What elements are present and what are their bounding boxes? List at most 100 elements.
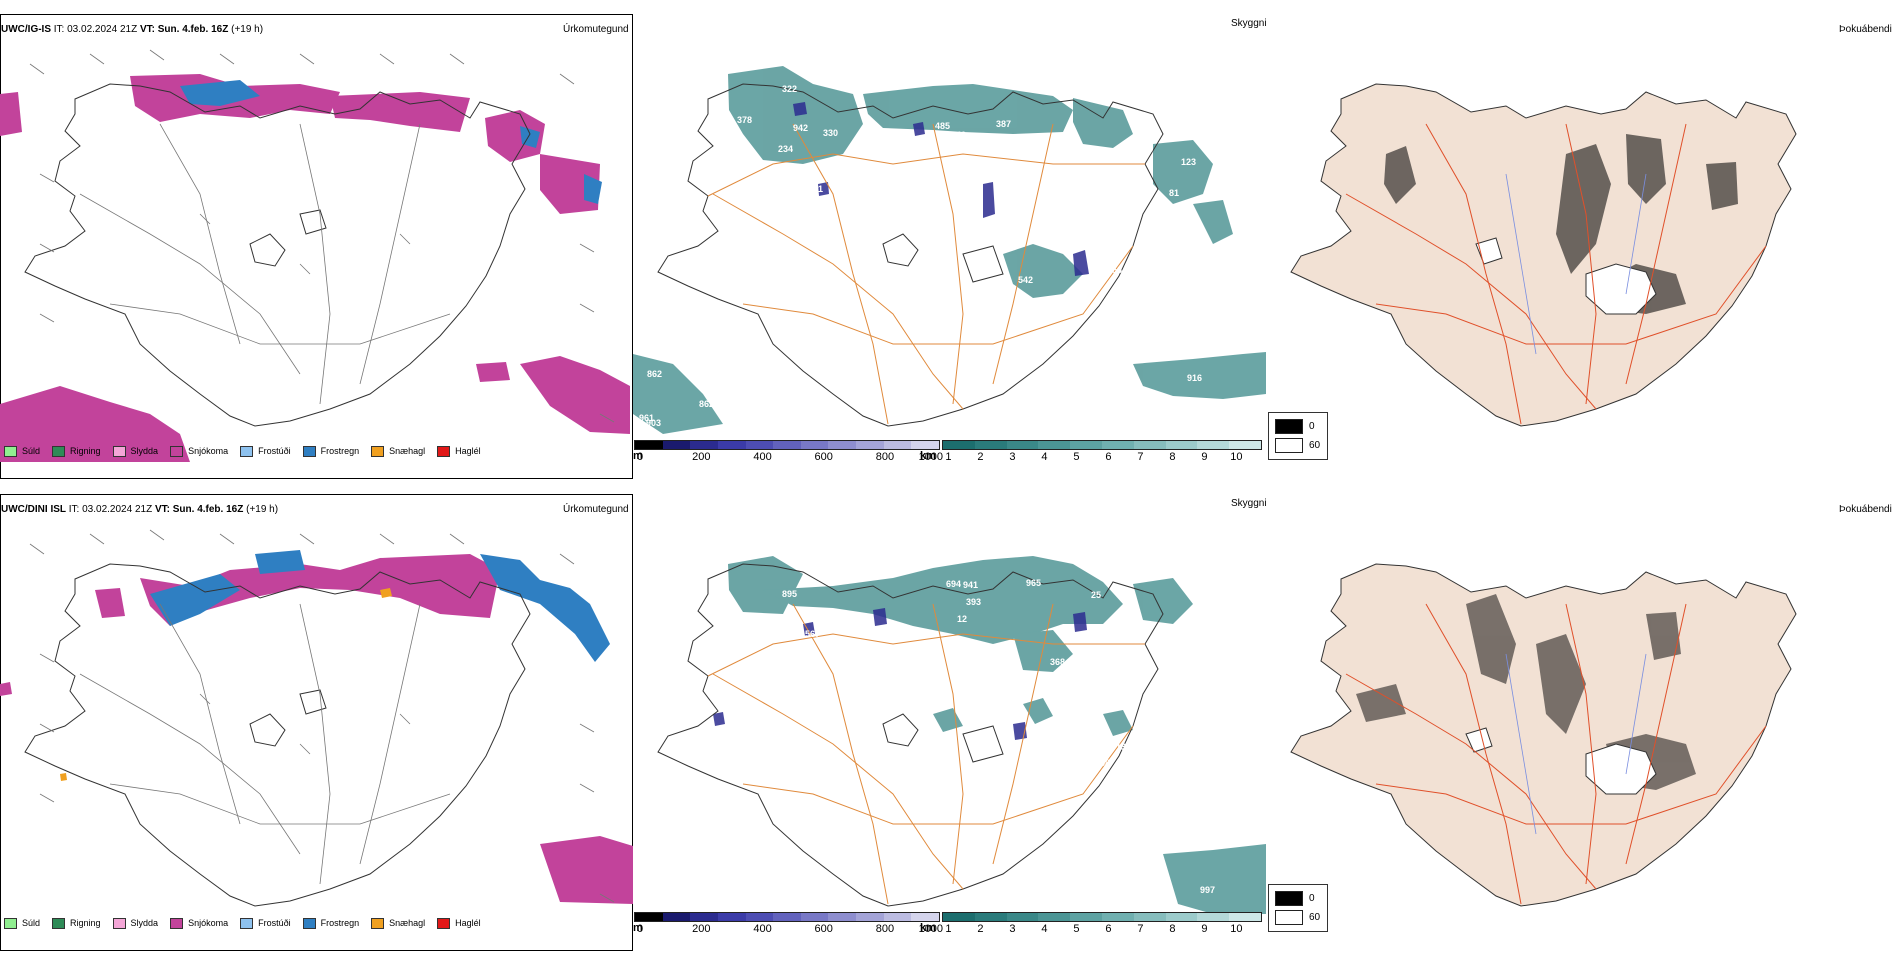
cloud-map <box>657 556 1266 914</box>
precip-type-panel-row1: UWC/IG-IS IT: 03.02.2024 21Z VT: Sun. 4.… <box>0 14 633 479</box>
cloud-base-colorbar: 0 200 400 600 800 1000 m <box>633 440 944 466</box>
colorbar-cell <box>1165 441 1198 449</box>
legend-item: Frostúði <box>240 445 291 457</box>
road-network <box>707 603 1145 905</box>
colorbar-cells <box>942 440 1262 450</box>
colorbar-cell <box>911 913 940 921</box>
glacier-outline <box>1475 237 1657 315</box>
colorbar-ticks: 1 2 3 4 5 6 7 8 9 10 <box>945 923 1243 935</box>
colorbar-cell <box>943 441 975 449</box>
colorbar-cell <box>1165 913 1198 921</box>
cloud-value: 393 <box>966 597 982 607</box>
legend-item: Rigning <box>52 445 101 457</box>
colorbar-cell <box>1070 441 1102 449</box>
cloud-value: 965 <box>1026 578 1042 588</box>
panel-title: Þokuábendi <box>1839 504 1892 515</box>
colorbar-cell <box>662 441 691 449</box>
colorbar-cell <box>745 441 774 449</box>
colorbar-cell <box>1070 913 1102 921</box>
sleet-hail-area <box>60 588 392 781</box>
cloud-base-colorbar: 0 200 400 600 800 1000 m <box>633 912 943 938</box>
legend-swatch <box>1275 419 1303 434</box>
colorbar-cell <box>1006 913 1039 921</box>
colorbar-cell <box>635 441 663 449</box>
cloud-value: 916 <box>1187 373 1203 383</box>
cloud-value: 997 <box>1200 885 1216 895</box>
road-network <box>79 123 451 405</box>
colorbar-cell <box>1133 441 1166 449</box>
colorbar-unit: km <box>920 450 936 462</box>
map-header: UWC/DINI ISL IT: 03.02.2024 21Z VT: Sun.… <box>1 504 278 515</box>
colorbar-cell <box>1038 441 1071 449</box>
cloud-value: 387 <box>996 119 1012 129</box>
cloud-value: 961 <box>639 413 655 423</box>
cloud-value: 368 <box>1050 657 1066 667</box>
cloud-visibility-panel-row1: Skyggni 322 378 942 330 234 21 485 440 3… <box>633 14 1266 479</box>
colorbar-cell <box>1197 913 1230 921</box>
colorbar-cell <box>883 913 912 921</box>
model-name: UWC/IG-IS <box>1 24 51 35</box>
colorbar-cell <box>690 913 718 921</box>
legend-swatch <box>437 917 451 929</box>
legend-item: 60 <box>1275 910 1320 925</box>
colorbar-cell <box>828 913 857 921</box>
colorbar-cell <box>1101 441 1134 449</box>
colorbar-cell <box>974 441 1007 449</box>
legend-swatch <box>52 445 66 457</box>
cloud-value: 12 <box>957 614 968 624</box>
fog-map <box>1290 83 1797 427</box>
cloud-value: 315 <box>1119 591 1135 601</box>
colorbar-cell <box>856 913 884 921</box>
cloud-value: 156 <box>1107 265 1123 275</box>
legend-swatch <box>52 917 66 929</box>
legend-item: Frostregn <box>302 917 359 929</box>
colorbar-ticks: 0 200 400 600 800 1000 <box>637 451 944 463</box>
visibility-colorbar: 1 2 3 4 5 6 7 8 9 10 km <box>920 912 1262 938</box>
init-time: 03.02.2024 21Z <box>82 504 153 515</box>
colorbar-cell <box>911 441 940 449</box>
low-visibility-area <box>728 556 1266 914</box>
cloud-value: 542 <box>1018 275 1034 285</box>
cloud-value: 942 <box>793 123 809 133</box>
colorbar-unit: m <box>633 922 643 934</box>
colorbar-cell <box>635 913 663 921</box>
visibility-colorbar: 1 2 3 4 5 6 7 8 9 10 km <box>920 440 1262 466</box>
fog-map <box>1290 563 1797 907</box>
legend-swatch <box>4 445 17 457</box>
legend-item: Snæhagl <box>371 917 425 929</box>
colorbar-cell <box>800 913 829 921</box>
cloud-value: 694 <box>946 579 962 589</box>
cloud-value: 485 <box>935 121 951 131</box>
init-label: IT: <box>53 24 65 35</box>
colorbar-cell <box>943 913 975 921</box>
colorbar-cell <box>1006 441 1039 449</box>
panel-title: Úrkomutegund <box>563 504 629 515</box>
legend-swatch <box>4 917 17 929</box>
colorbar-cell <box>1229 913 1261 921</box>
cloud-value: 862 <box>647 369 663 379</box>
legend-item: Frostregn <box>302 445 359 457</box>
legend-swatch <box>1275 438 1303 453</box>
colorbar-cell <box>883 441 912 449</box>
init-label: IT: <box>68 504 80 515</box>
fog-legend: 0 60 <box>1268 884 1328 932</box>
colorbar-cells <box>942 912 1262 922</box>
colorbar-unit: km <box>920 922 936 934</box>
lead-time: (+19 h) <box>246 504 279 515</box>
cloud-value: 73 <box>1143 144 1154 154</box>
cloud-value: 123 <box>1181 157 1197 167</box>
cloud-value: 330 <box>823 128 839 138</box>
colorbar-unit: m <box>633 450 643 462</box>
fog-legend: 0 60 <box>1268 412 1328 460</box>
legend-swatch <box>302 917 316 929</box>
colorbar-cell <box>662 913 691 921</box>
legend-swatch <box>240 917 254 929</box>
cloud-value: 13 <box>1116 742 1127 752</box>
cloud-value: 530 <box>1000 134 1016 144</box>
cloud-value: 18 <box>1095 208 1106 218</box>
cloud-value: 238 <box>1095 758 1111 768</box>
colorbar-cell <box>773 441 801 449</box>
legend-item: 60 <box>1275 438 1320 453</box>
colorbar-cell <box>773 913 801 921</box>
road-network <box>1345 603 1767 905</box>
